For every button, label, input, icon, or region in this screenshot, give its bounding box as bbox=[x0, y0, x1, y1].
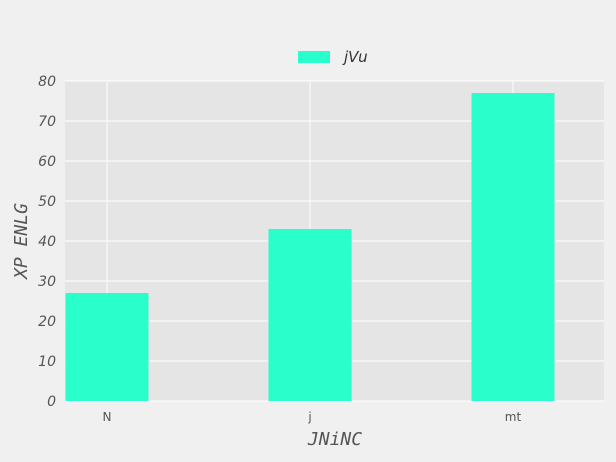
y-tick-labels: 0 10 20 30 40 50 60 70 80 bbox=[38, 74, 56, 410]
y-tick-label: 0 bbox=[47, 394, 56, 410]
x-axis-title: JNiNC bbox=[307, 429, 362, 450]
legend: jVu bbox=[298, 48, 368, 66]
y-axis-title: XP ENLG bbox=[11, 203, 32, 281]
bar-N bbox=[65, 293, 149, 401]
x-tick-label: j bbox=[307, 410, 311, 424]
bar-mt bbox=[471, 93, 555, 401]
y-tick-label: 30 bbox=[38, 274, 56, 290]
y-tick-label: 70 bbox=[38, 114, 56, 130]
legend-label: jVu bbox=[342, 48, 368, 66]
y-tick-label: 80 bbox=[38, 74, 56, 90]
legend-swatch bbox=[298, 51, 330, 63]
y-tick-label: 50 bbox=[38, 194, 56, 210]
y-tick-label: 20 bbox=[38, 314, 56, 330]
x-tick-label: mt bbox=[505, 410, 522, 424]
y-tick-label: 10 bbox=[38, 354, 56, 370]
y-tick-label: 60 bbox=[38, 154, 56, 170]
bars bbox=[65, 93, 555, 401]
x-tick-label: N bbox=[103, 410, 112, 424]
y-tick-label: 40 bbox=[38, 234, 56, 250]
bar-j bbox=[268, 229, 352, 401]
